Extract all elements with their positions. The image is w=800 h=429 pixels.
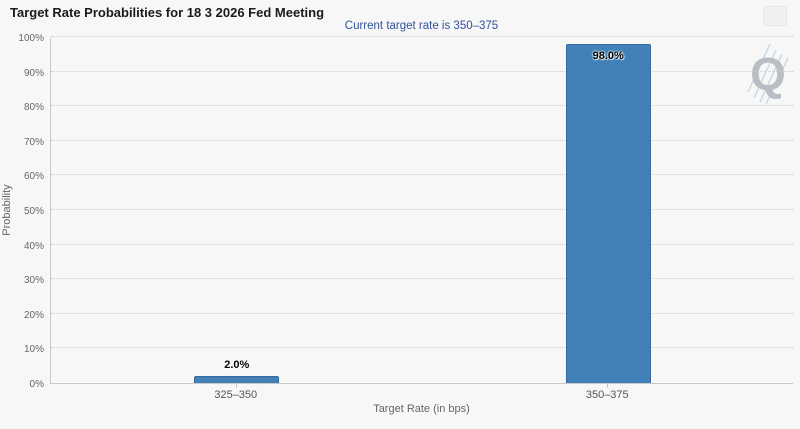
bar-value-label: 98.0% xyxy=(592,50,624,62)
x-axis-tick-labels: 325–350 350–375 xyxy=(0,389,800,403)
y-tick-label: 80% xyxy=(23,102,44,114)
gridline xyxy=(51,174,793,176)
gridline xyxy=(51,70,793,72)
y-tick-label: 50% xyxy=(23,206,44,217)
x-tick-label: 325–350 xyxy=(214,389,258,401)
x-axis-title: Target Rate (in bps) xyxy=(373,403,470,415)
y-tick-label: 20% xyxy=(23,309,44,321)
gridline xyxy=(51,105,793,107)
gridline xyxy=(51,243,793,245)
gridline xyxy=(51,139,793,141)
y-tick-label: 40% xyxy=(23,240,44,252)
y-tick-label: 30% xyxy=(23,275,44,287)
y-axis-title: Probability xyxy=(1,184,13,236)
y-tick-label: 60% xyxy=(23,171,44,183)
probability-bar-325–350[interactable] xyxy=(194,376,280,383)
chart-title: Target Rate Probabilities for 18 3 2026 … xyxy=(10,5,325,20)
y-tick-label: 100% xyxy=(18,33,44,44)
y-tick-label: 0% xyxy=(29,379,44,390)
chart-context-menu-button[interactable] xyxy=(763,6,787,26)
x-axis-tick xyxy=(607,384,609,388)
y-tick-label: 10% xyxy=(23,344,44,356)
bar-value-label: 2.0% xyxy=(224,359,250,371)
x-tick-label: 350–375 xyxy=(585,389,629,401)
probability-bar-350–375[interactable] xyxy=(565,44,651,383)
y-tick-label: 90% xyxy=(23,67,44,79)
chart-subtitle: Current target rate is 350–375 xyxy=(344,20,499,32)
x-axis-tick xyxy=(235,384,237,388)
plot-area: 2.0% 98.0% xyxy=(50,36,793,384)
y-axis-tick-labels: 0% 10% 20% 30% 40% 50% 60% 70% 80% 90% 100% xyxy=(0,33,44,390)
gridline xyxy=(51,278,793,280)
gridline xyxy=(51,347,793,349)
y-tick-label: 70% xyxy=(23,136,44,148)
gridline xyxy=(51,36,793,37)
gridline xyxy=(51,312,793,314)
gridline xyxy=(51,209,793,210)
